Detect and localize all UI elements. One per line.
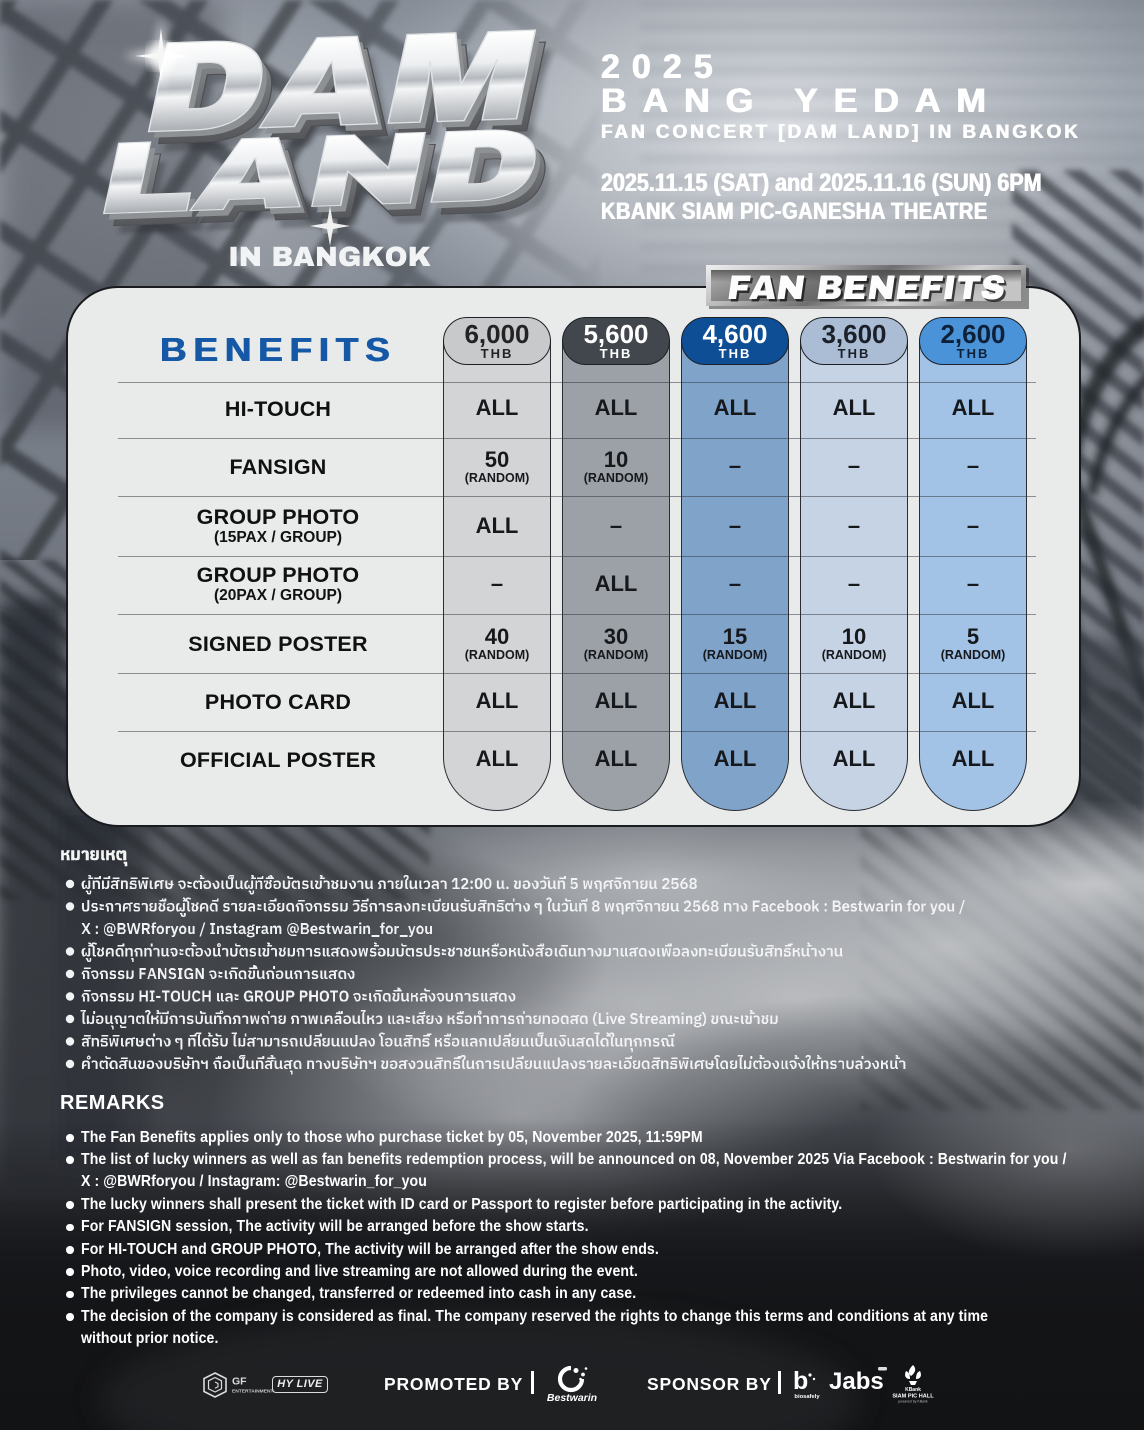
svg-text:biosafely: biosafely [794,1394,820,1400]
svg-text:b: b [793,1367,808,1395]
svg-text:ENTERTAINMENT: ENTERTAINMENT [232,1389,273,1395]
svg-text:SIAM PIC HALL: SIAM PIC HALL [892,1394,934,1400]
svg-text:Bestwarin: Bestwarin [547,1392,597,1404]
svg-text:KBank: KBank [905,1387,921,1393]
svg-text:GF: GF [232,1376,247,1388]
svg-text:Jabs: Jabs [829,1368,884,1395]
svg-text:powered by KBank: powered by KBank [898,1400,928,1404]
